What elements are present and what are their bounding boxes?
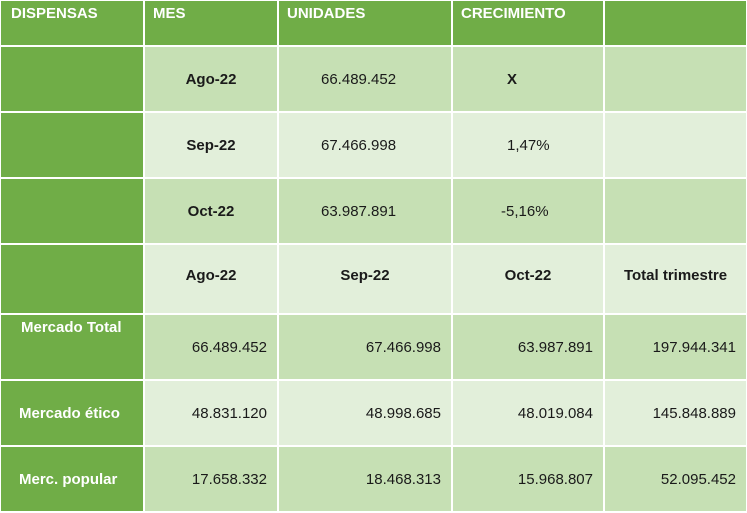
header-mes[interactable]: MES — [145, 1, 279, 47]
value-cell[interactable]: 63.987.891 — [453, 315, 605, 381]
row-label-cell[interactable] — [1, 179, 145, 245]
units-cell[interactable]: 63.987.891 — [279, 179, 453, 245]
month-cell[interactable]: Oct-22 — [145, 179, 279, 245]
empty-cell[interactable] — [605, 47, 746, 113]
quarter-sep-header[interactable]: Sep-22 — [279, 245, 453, 315]
total-cell[interactable]: 145.848.889 — [605, 381, 746, 447]
quarter-oct-header[interactable]: Oct-22 — [453, 245, 605, 315]
row-label-cell[interactable] — [1, 113, 145, 179]
row-label-cell[interactable] — [1, 47, 145, 113]
quarter-header-row: Ago-22 Sep-22 Oct-22 Total trimestre — [1, 245, 746, 315]
units-cell[interactable]: 66.489.452 — [279, 47, 453, 113]
header-crecimiento[interactable]: CRECIMIENTO — [453, 1, 605, 47]
table-row: Merc. popular 17.658.332 18.468.313 15.9… — [1, 447, 746, 513]
growth-cell[interactable]: 1,47% — [453, 113, 605, 179]
table-row: Oct-22 63.987.891 -5,16% — [1, 179, 746, 245]
header-row: DISPENSAS MES UNIDADES CRECIMIENTO — [1, 1, 746, 47]
month-cell[interactable]: Sep-22 — [145, 113, 279, 179]
month-cell[interactable]: Ago-22 — [145, 47, 279, 113]
header-empty[interactable] — [605, 1, 746, 47]
empty-cell[interactable] — [605, 113, 746, 179]
value-cell[interactable]: 48.831.120 — [145, 381, 279, 447]
quarter-total-header[interactable]: Total trimestre — [605, 245, 746, 315]
value-cell[interactable]: 66.489.452 — [145, 315, 279, 381]
value-cell[interactable]: 67.466.998 — [279, 315, 453, 381]
table-row: Sep-22 67.466.998 1,47% — [1, 113, 746, 179]
value-cell[interactable]: 15.968.807 — [453, 447, 605, 513]
value-cell[interactable]: 48.019.084 — [453, 381, 605, 447]
market-label[interactable]: Mercado Total — [1, 315, 145, 381]
units-cell[interactable]: 67.466.998 — [279, 113, 453, 179]
growth-cell[interactable]: -5,16% — [453, 179, 605, 245]
value-cell[interactable]: 17.658.332 — [145, 447, 279, 513]
empty-cell[interactable] — [605, 179, 746, 245]
quarter-ago-header[interactable]: Ago-22 — [145, 245, 279, 315]
total-cell[interactable]: 52.095.452 — [605, 447, 746, 513]
row-label-cell[interactable] — [1, 245, 145, 315]
total-cell[interactable]: 197.944.341 — [605, 315, 746, 381]
market-label[interactable]: Mercado ético — [1, 381, 145, 447]
value-cell[interactable]: 48.998.685 — [279, 381, 453, 447]
table-row: Mercado ético 48.831.120 48.998.685 48.0… — [1, 381, 746, 447]
growth-cell[interactable]: X — [453, 47, 605, 113]
market-label[interactable]: Merc. popular — [1, 447, 145, 513]
header-unidades[interactable]: UNIDADES — [279, 1, 453, 47]
value-cell[interactable]: 18.468.313 — [279, 447, 453, 513]
table-row: Mercado Total 66.489.452 67.466.998 63.9… — [1, 315, 746, 381]
header-dispensas[interactable]: DISPENSAS — [1, 1, 145, 47]
table-row: Ago-22 66.489.452 X — [1, 47, 746, 113]
